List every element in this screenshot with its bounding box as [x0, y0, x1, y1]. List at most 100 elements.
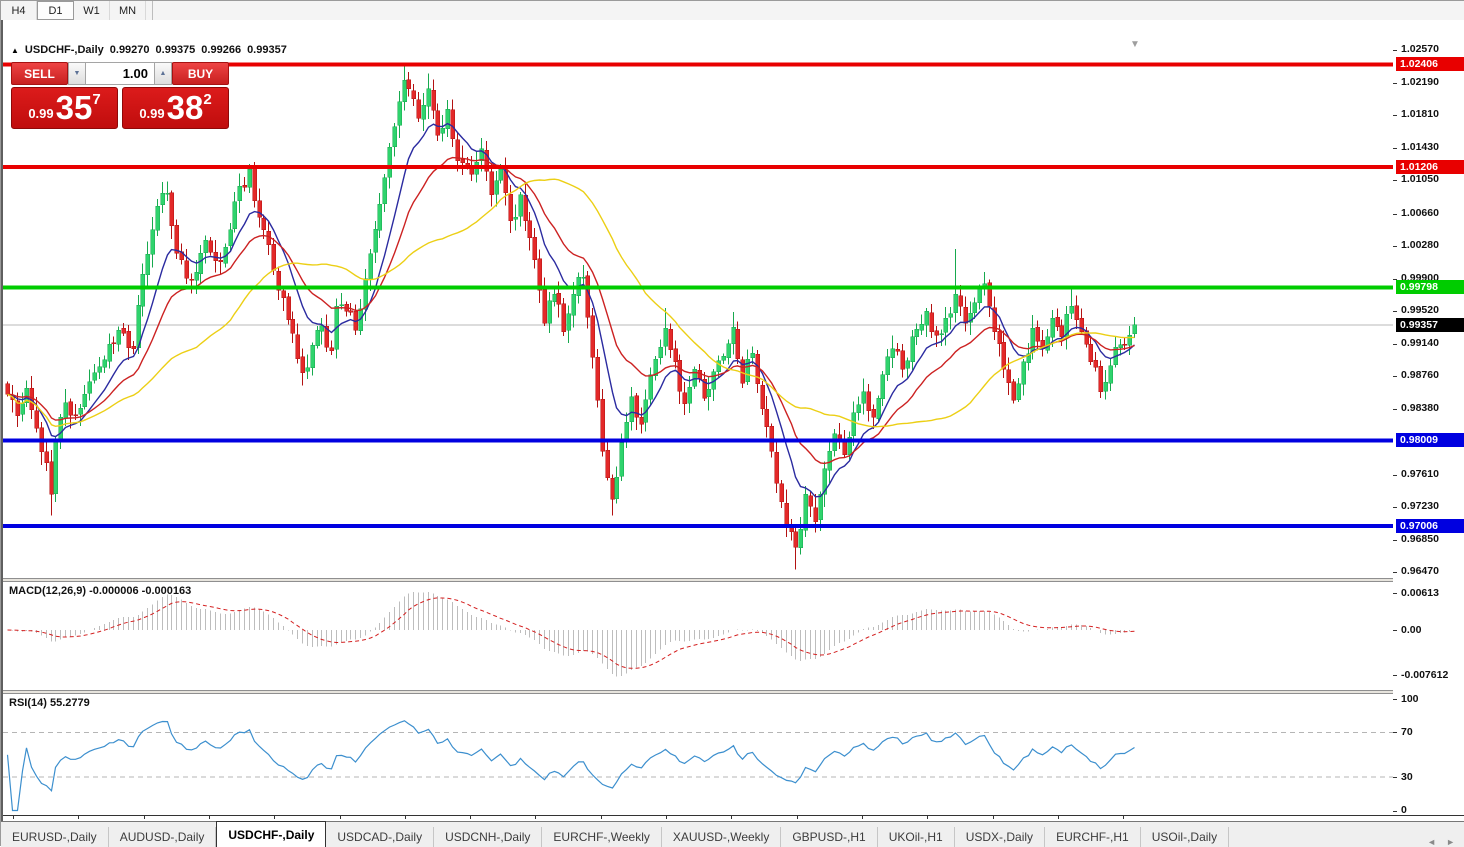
chart-tab-eurchf-weekly[interactable]: EURCHF-,Weekly [542, 827, 661, 847]
date-axis-tick [731, 816, 732, 819]
candle-body [591, 316, 595, 358]
candle-body [490, 172, 494, 195]
candle-body [1012, 382, 1016, 400]
candle-body [819, 494, 823, 520]
candle-body [843, 440, 847, 454]
candle-body [1007, 370, 1011, 383]
candlesticks [6, 65, 1137, 569]
candle-body [925, 311, 929, 325]
candle-body [403, 80, 407, 102]
chart-tab-xauusd-weekly[interactable]: XAUUSD-,Weekly [662, 827, 781, 847]
candle-body [553, 294, 557, 302]
rsi-axis-tick [1393, 699, 1397, 700]
one-click-panel-toggle-icon[interactable]: ▲ [11, 46, 19, 55]
candle-body [258, 201, 262, 218]
candle-body [306, 368, 310, 372]
chart-tab-eurusd-daily[interactable]: EURUSD-,Daily [1, 827, 109, 847]
candle-body [141, 274, 145, 306]
candle-body [954, 294, 958, 313]
chart-tab-usdcnh-daily[interactable]: USDCNH-,Daily [434, 827, 542, 847]
price-axis-tick [1393, 246, 1397, 247]
candle-body [1022, 362, 1026, 385]
price-tick-label: 1.02570 [1401, 43, 1439, 55]
candle-body [1099, 366, 1103, 391]
sell-price-box[interactable]: 0.99 35 7 [11, 87, 118, 129]
panel-splitter[interactable] [3, 578, 1464, 582]
candle-body [74, 415, 78, 416]
candle-body [320, 326, 324, 331]
candle-body [190, 279, 194, 280]
candle-body [630, 397, 634, 422]
candle-body [108, 344, 112, 361]
candle-body [640, 417, 644, 424]
candle-body [1031, 328, 1035, 352]
volume-increase-button[interactable]: ▲ [154, 62, 172, 85]
candle-body [606, 450, 610, 478]
candle-body [669, 329, 673, 349]
chart-tab-usdcad-daily[interactable]: USDCAD-,Daily [326, 827, 434, 847]
candle-body [906, 361, 910, 368]
candle-body [538, 259, 542, 290]
candle-body [388, 147, 392, 177]
candle-body [287, 297, 291, 320]
candle-body [949, 314, 953, 317]
volume-decrease-button[interactable]: ▼ [68, 62, 86, 85]
candle-body [132, 346, 136, 348]
chart-tab-ukoil-h1[interactable]: UKOil-,H1 [878, 827, 955, 847]
buy-price-box[interactable]: 0.99 38 2 [122, 87, 229, 129]
candle-body [722, 356, 726, 360]
candle-body [964, 307, 968, 323]
chart-tab-usdchf-daily[interactable]: USDCHF-,Daily [216, 821, 326, 847]
candle-body [935, 331, 939, 336]
rsi-line [8, 721, 1135, 811]
sell-button[interactable]: SELL [11, 62, 68, 85]
timeframe-button-w1[interactable]: W1 [74, 1, 110, 20]
chart-tab-eurchf-h1[interactable]: EURCHF-,H1 [1045, 827, 1141, 847]
candle-body [543, 290, 547, 323]
candle-body [557, 293, 561, 304]
price-tick-label: 0.96470 [1401, 565, 1439, 577]
volume-input[interactable] [86, 62, 154, 85]
chart-tab-usdx-daily[interactable]: USDX-,Daily [955, 827, 1045, 847]
timeframe-button-d1[interactable]: D1 [37, 1, 74, 20]
date-axis-tick [862, 816, 863, 819]
candle-body [262, 218, 266, 230]
buy-button[interactable]: BUY [172, 62, 229, 85]
pivot-price-badge: 0.99798 [1396, 280, 1464, 294]
candle-body [959, 296, 963, 306]
chart-shift-marker-icon[interactable]: ▼ [1130, 39, 1140, 50]
candle-body [862, 392, 866, 404]
candle-body [727, 344, 731, 358]
candle-body [296, 335, 300, 359]
price-axis-tick [1393, 148, 1397, 149]
candle-body [548, 301, 552, 324]
candle-body [98, 367, 102, 373]
candle-body [112, 343, 116, 344]
candle-body [79, 408, 83, 414]
chart-tab-gbpusd-h1[interactable]: GBPUSD-,H1 [781, 827, 877, 847]
candle-body [204, 240, 208, 252]
candle-body [330, 348, 334, 351]
timeframe-button-mn[interactable]: MN [110, 1, 146, 20]
chart-tab-audusd-daily[interactable]: AUDUSD-,Daily [109, 827, 217, 847]
timeframe-button-h4[interactable]: H4 [1, 1, 37, 20]
rsi-indicator-chart[interactable] [3, 694, 1393, 815]
candle-body [209, 241, 213, 252]
price-tick-label: 0.98760 [1401, 369, 1439, 381]
macd-indicator-chart[interactable] [3, 582, 1393, 690]
candle-body [369, 254, 373, 280]
candle-body [1036, 327, 1040, 341]
candle-body [291, 319, 295, 333]
candle-body [920, 324, 924, 330]
candle-body [436, 111, 440, 135]
candle-body [316, 330, 320, 345]
price-axis-tick [1393, 50, 1397, 51]
candle-body [659, 347, 663, 358]
panel-splitter[interactable] [3, 690, 1464, 694]
macd-axis-label: -0.007612 [1401, 669, 1448, 681]
chart-window: ▲ USDCHF-,Daily 0.99270 0.99375 0.99266 … [1, 20, 1464, 821]
price-axis-tick [1393, 83, 1397, 84]
date-axis-tick [13, 816, 14, 819]
chart-tab-usoil-daily[interactable]: USOil-,Daily [1141, 827, 1229, 847]
date-axis-tick [666, 816, 667, 819]
